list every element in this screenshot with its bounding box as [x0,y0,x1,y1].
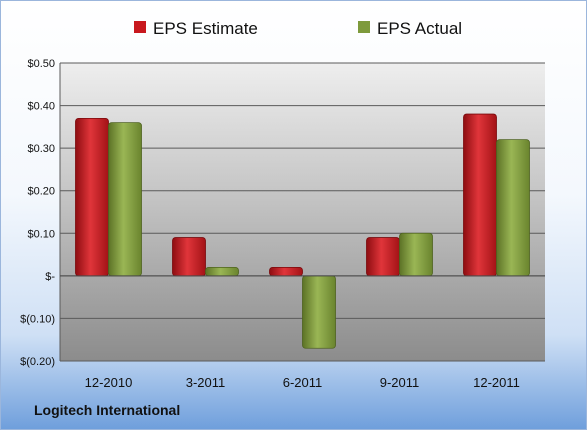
x-axis: 12-2010 3-2011 6-2011 9-2011 12-2011 [60,275,545,390]
x-tick-label: 6-2011 [283,375,323,390]
y-tick-label: $- [45,271,55,283]
y-axis: $0.50 $0.40 $0.30 $0.20 $0.10 $- $(0.10) $(0.20… [20,58,61,368]
y-tick-label: $0.30 [27,143,55,155]
bar-eps-actual [205,266,239,277]
y-tick-label: $0.50 [27,58,55,70]
legend: EPS Estimate EPS Actual [134,19,462,38]
bar-eps-actual [302,275,336,349]
bar-eps-estimate [366,237,400,277]
bar-eps-estimate [463,113,497,277]
x-tick-label: 9-2011 [380,375,420,390]
bar-eps-actual [399,232,433,277]
x-tick-label: 12-2011 [473,375,520,390]
y-tick-label: $0.20 [27,186,55,198]
x-tick-label: 12-2010 [85,375,133,390]
bar-eps-actual [496,139,530,277]
legend-label-estimate: EPS Estimate [153,19,258,38]
y-tick-label: $(0.20) [20,356,55,368]
bar-eps-estimate [269,266,303,277]
company-name: Logitech International [34,402,181,418]
y-tick-label: $0.10 [27,228,55,240]
bar-eps-estimate [75,117,109,277]
legend-swatch-actual [358,21,370,33]
legend-label-actual: EPS Actual [377,19,462,38]
legend-swatch-estimate [134,21,146,33]
bar-eps-actual [108,122,142,277]
x-tick-label: 3-2011 [186,375,226,390]
bar-eps-estimate [172,237,206,277]
y-tick-label: $0.40 [27,101,55,113]
y-tick-label: $(0.10) [20,313,55,325]
